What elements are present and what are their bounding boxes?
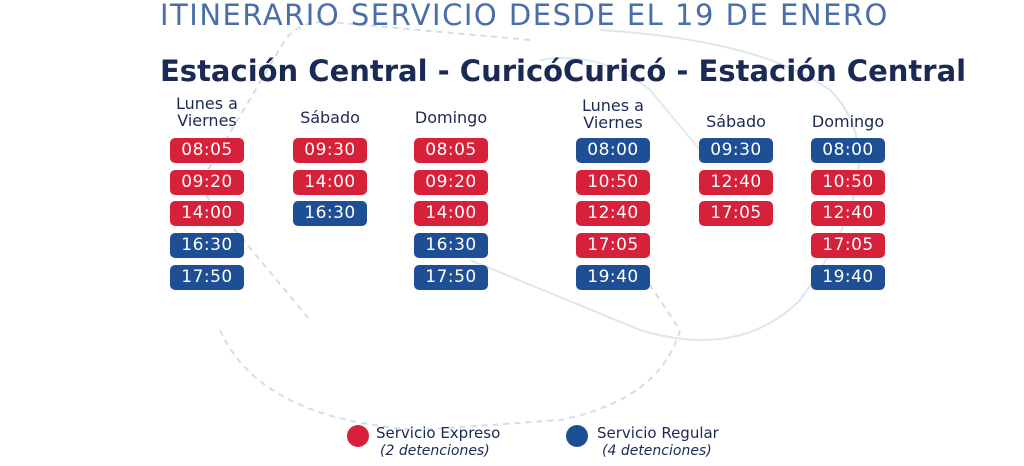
time-badge-express: 12:40 [576,201,650,226]
time-badge-express: 14:00 [414,201,488,226]
time-badge-regular: 16:30 [293,201,367,226]
column-header: Domingo [396,109,506,126]
legend-express-label: Servicio Expreso [376,424,501,442]
legend-regular-sub: (4 detenciones) [602,443,712,459]
time-badge-regular: 16:30 [414,233,488,258]
column-header-line1: Sábado [706,112,766,131]
time-badge-regular: 08:00 [811,138,885,163]
column-header: Sábado [681,113,791,130]
time-badge-express: 09:20 [414,170,488,195]
route-title-estacion-curico: Estación Central - Curicó [160,54,564,88]
time-badge-regular: 16:30 [170,233,244,258]
column-header-line1: Sábado [300,108,360,127]
column-header-line1: Lunes a [582,96,644,115]
time-badge-express: 09:20 [170,170,244,195]
time-badge-regular: 17:50 [414,265,488,290]
route-title-curico-estacion: Curicó - Estación Central [563,54,967,88]
legend-express-sub: (2 detenciones) [380,443,490,459]
column-header: Sábado [275,109,385,126]
time-badge-express: 17:05 [576,233,650,258]
time-badge-regular: 19:40 [576,265,650,290]
time-badge-express: 12:40 [811,201,885,226]
time-badge-regular: 17:50 [170,265,244,290]
time-badge-express: 12:40 [699,170,773,195]
time-badge-express: 08:05 [170,138,244,163]
page-title: ITINERARIO SERVICIO DESDE EL 19 DE ENERO [160,0,889,32]
time-badge-express: 17:05 [811,233,885,258]
column-header: Lunes a Viernes [152,95,262,129]
time-badge-regular: 09:30 [699,138,773,163]
column-header-line1: Domingo [414,108,488,127]
column-header: Lunes a Viernes [558,97,668,131]
column-header-line1: Lunes a [176,94,238,113]
time-badge-express: 10:50 [576,170,650,195]
time-badge-express: 10:50 [811,170,885,195]
time-badge-express: 14:00 [293,170,367,195]
time-badge-regular: 19:40 [811,265,885,290]
column-header-line1: Domingo [811,112,885,131]
legend-regular-label: Servicio Regular [597,424,719,442]
express-dot-icon [347,425,369,447]
time-badge-regular: 08:00 [576,138,650,163]
time-badge-express: 09:30 [293,138,367,163]
column-header-line2: Viernes [177,111,237,130]
column-header: Domingo [793,113,903,130]
time-badge-express: 17:05 [699,201,773,226]
regular-dot-icon [566,425,588,447]
time-badge-express: 14:00 [170,201,244,226]
column-header-line2: Viernes [583,113,643,132]
time-badge-express: 08:05 [414,138,488,163]
